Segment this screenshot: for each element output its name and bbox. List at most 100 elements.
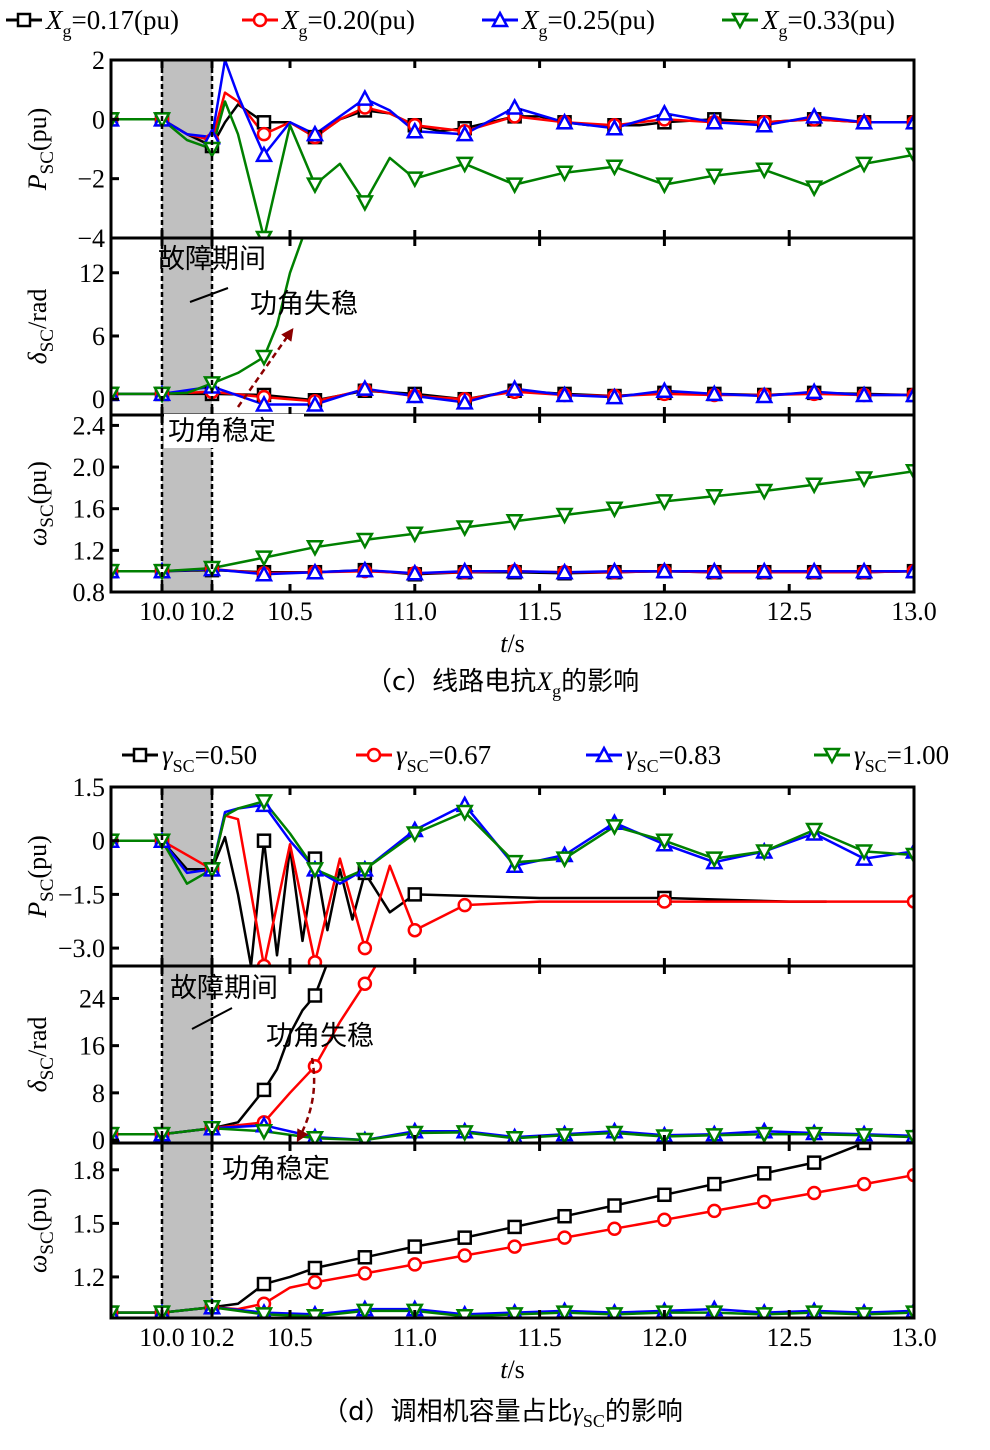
x-tick-label: 11.0 (393, 1323, 438, 1352)
data-point (305, 1131, 325, 1143)
data-point (254, 1123, 274, 1141)
data-point (455, 156, 474, 174)
data-point (355, 1132, 374, 1143)
data-point (655, 494, 674, 512)
y-tick-label: −4 (77, 224, 105, 253)
data-point (254, 394, 274, 412)
data-point (254, 564, 274, 582)
data-point (407, 922, 423, 938)
annotation-stable: 功角稳定 (168, 416, 276, 447)
data-point (755, 844, 774, 862)
data-point (202, 1121, 222, 1138)
data-point (555, 851, 574, 869)
panel-delta: 24 16 8 0 δSC/rad (23, 964, 916, 1155)
x-tick-label: 10.5 (267, 1323, 313, 1352)
data-point (355, 560, 374, 578)
x-tick-label: 10.0 (139, 1323, 185, 1352)
data-point (307, 988, 323, 1003)
x-tick-label: 10.0 (139, 597, 185, 626)
y-tick-label: 1.8 (73, 1156, 106, 1185)
y-tick-label: 2.4 (73, 411, 106, 440)
data-point (705, 488, 724, 506)
y-tick-label: 1.2 (73, 1263, 106, 1292)
legend-label: γSC=0.50 (162, 740, 257, 776)
data-point (305, 862, 325, 879)
data-point (805, 106, 824, 124)
label-background (164, 414, 304, 448)
data-point (854, 471, 874, 489)
annotation-stable: 功角稳定 (222, 1154, 330, 1185)
data-point (705, 112, 724, 130)
legend-label: γSC=0.83 (626, 740, 721, 776)
data-point (505, 513, 524, 531)
legend-item: Xg=0.17(pu) (6, 5, 179, 41)
data-point (707, 1176, 722, 1192)
legend-item: γSC=0.83 (586, 740, 721, 776)
x-tick-label: 13.0 (891, 597, 937, 626)
data-point (355, 88, 374, 106)
y-axis-title: ωSC(pu) (23, 1188, 58, 1273)
data-point (904, 847, 914, 865)
data-point (904, 561, 914, 579)
data-point (805, 477, 824, 495)
data-point (805, 1126, 824, 1143)
data-point (455, 1125, 474, 1143)
series-line-0 (111, 1143, 865, 1314)
data-point (756, 1194, 772, 1210)
legend-label: Xg=0.17(pu) (45, 5, 179, 41)
data-point (555, 165, 574, 183)
figure-caption: （d）调相机容量占比γSC的影响 (322, 1397, 683, 1431)
data-point (407, 887, 423, 902)
data-point (307, 1275, 323, 1290)
data-point (307, 1260, 323, 1276)
data-point (254, 794, 274, 811)
data-point (307, 955, 323, 966)
dashed-arrow-icon (236, 327, 294, 408)
x-tick-label: 10.2 (189, 1323, 235, 1352)
y-tick-label: 1.2 (73, 536, 106, 565)
panel-frame (109, 58, 916, 240)
data-point (557, 1208, 572, 1224)
data-point (755, 115, 774, 133)
y-axis-title: δSC/rad (23, 1017, 58, 1093)
data-point (355, 862, 374, 879)
data-point (557, 1230, 572, 1245)
data-point (355, 532, 374, 550)
legend-marker-square-icon (132, 747, 148, 763)
y-tick-label: 8 (92, 1079, 105, 1108)
y-tick-label: 1.5 (73, 1209, 106, 1238)
fault-period-shading (162, 787, 212, 1318)
data-point (657, 1187, 672, 1203)
y-tick-label: 2.0 (73, 453, 106, 482)
data-point (152, 833, 172, 851)
data-point (805, 1305, 824, 1318)
data-point (355, 1303, 374, 1318)
annotation-fault-period: 故障期间 (170, 973, 278, 1004)
data-point (755, 1126, 774, 1143)
legend-item: Xg=0.25(pu) (482, 5, 655, 41)
annotation-fault-period: 故障期间 (158, 244, 266, 275)
y-tick-label: 0 (92, 385, 105, 414)
series-line-3 (111, 800, 914, 885)
data-point (555, 385, 574, 403)
x-axis-title: t/s (500, 1355, 525, 1384)
data-point (355, 195, 374, 213)
legend-label: Xg=0.25(pu) (521, 5, 655, 41)
data-point (405, 121, 424, 139)
data-point (555, 1128, 574, 1143)
data-point (555, 507, 574, 525)
annotation-unstable: 功角失稳 (250, 289, 358, 320)
data-point (305, 177, 325, 195)
x-tick-label: 13.0 (891, 1323, 937, 1352)
data-point (705, 168, 724, 186)
data-point (755, 1307, 774, 1318)
legend-marker-triangle-up-icon (490, 10, 510, 28)
series-line-0 (111, 835, 827, 966)
legend-label: Xg=0.33(pu) (761, 5, 895, 41)
data-point (904, 147, 914, 165)
data-point (605, 1307, 624, 1318)
y-tick-label: 6 (92, 322, 105, 351)
data-point (555, 1305, 574, 1318)
x-tick-label: 12.0 (642, 1323, 688, 1352)
